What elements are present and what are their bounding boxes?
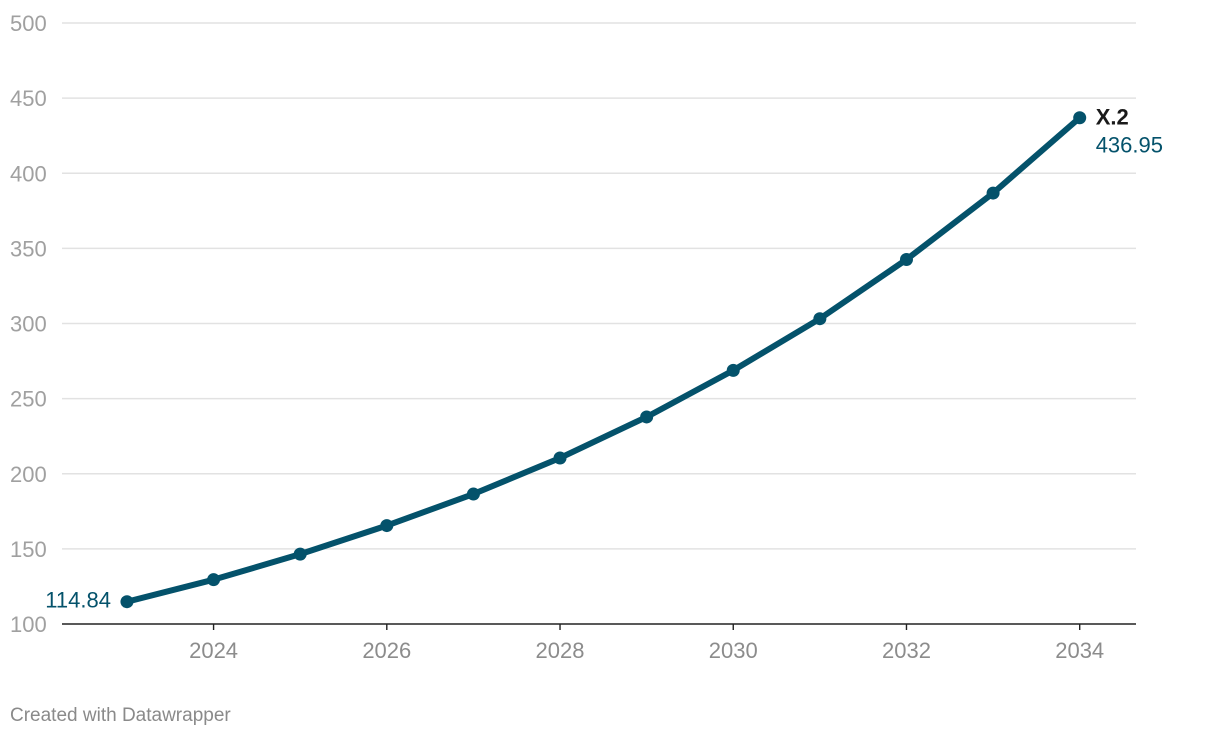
series-line	[123, 114, 1083, 605]
end-value-label: 436.95	[1096, 133, 1163, 158]
credit-text: Created with Datawrapper	[10, 705, 231, 726]
y-tick-label: 350	[10, 236, 47, 261]
data-point	[1073, 111, 1087, 125]
data-point	[466, 487, 480, 501]
x-tick-label: 2030	[709, 638, 758, 663]
y-tick-label: 250	[10, 387, 47, 412]
y-tick-label: 450	[10, 86, 47, 111]
line-chart: 100 150 200 250 300 350 400 450 500 2024 2026 2028…	[10, 11, 1163, 663]
y-tick-label: 300	[10, 312, 47, 337]
data-point	[120, 595, 134, 609]
x-tick-label: 2024	[189, 638, 238, 663]
data-point	[207, 573, 221, 587]
y-tick-label: 400	[10, 161, 47, 186]
data-point	[380, 519, 394, 533]
start-value-label: 114.84	[45, 588, 111, 613]
series-layer	[120, 111, 1087, 609]
y-tick-label: 100	[10, 612, 47, 637]
gridlines	[62, 22, 1136, 625]
y-tick-label: 200	[10, 462, 47, 487]
x-axis-ticks: 2024 2026 2028 2030 2032 2034	[189, 624, 1104, 663]
data-point	[553, 451, 567, 465]
data-point	[813, 312, 827, 326]
data-point	[986, 186, 1000, 200]
data-point	[726, 363, 740, 377]
x-tick-label: 2028	[536, 638, 585, 663]
y-axis-ticks: 100 150 200 250 300 350 400 450 500	[10, 11, 47, 637]
data-point	[293, 547, 307, 561]
x-tick-label: 2032	[882, 638, 931, 663]
x-tick-label: 2034	[1055, 638, 1104, 663]
data-point	[899, 252, 913, 266]
y-tick-label: 150	[10, 537, 47, 562]
series-name-label: X.2	[1096, 105, 1129, 130]
y-tick-label: 500	[10, 11, 47, 36]
data-point	[640, 410, 654, 424]
data-labels: 114.84 X.2 436.95	[45, 105, 1163, 613]
x-tick-label: 2026	[362, 638, 411, 663]
